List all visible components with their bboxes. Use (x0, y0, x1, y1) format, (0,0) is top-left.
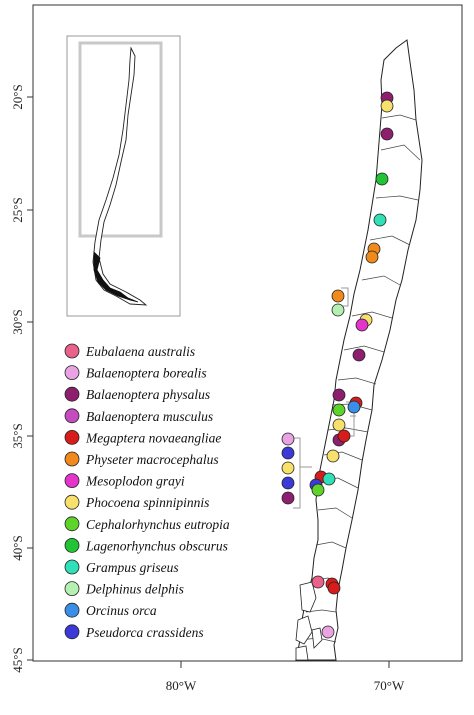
occurrence-dot (311, 483, 325, 497)
occurrence-dot (281, 491, 295, 505)
legend-label: Physeter macrocephalus (85, 452, 219, 467)
legend-swatch (64, 365, 80, 381)
occurrence-dot (373, 213, 387, 227)
occurrence-dot (331, 289, 345, 303)
inset-frame (66, 35, 181, 317)
legend-label: Phocoena spinnipinnis (85, 495, 209, 510)
inset-archipelago (93, 251, 139, 303)
inset-map (66, 35, 181, 317)
y-tick-label: 30°S (10, 309, 25, 334)
legend-label: Pseudorca crassidens (85, 625, 204, 640)
legend-swatch (64, 559, 80, 575)
legend-label: Orcinus orca (86, 603, 157, 618)
occurrence-dot (375, 172, 389, 186)
southern-islands (295, 581, 323, 661)
species-legend: Eubalaena australis Balaenoptera borealis… (64, 343, 230, 640)
legend-label: Balaenoptera physalus (86, 387, 210, 402)
occurrence-points (281, 91, 394, 639)
occurrence-dot (365, 250, 379, 264)
occurrence-dot (355, 318, 369, 332)
inset-extent-box (78, 41, 163, 238)
occurrence-dot (352, 348, 366, 362)
legend-label: Megaptera novaeangliae (85, 430, 221, 445)
legend-swatch (64, 451, 80, 467)
x-tick-label: 80°W (166, 678, 197, 693)
legend-swatch (64, 429, 80, 445)
occurrence-dot (337, 429, 351, 443)
legend-swatch (64, 624, 80, 640)
occurrence-dot (380, 127, 394, 141)
occurrence-dot (281, 461, 295, 475)
legend-label: Delphinus delphis (85, 582, 184, 597)
legend-swatch (64, 516, 80, 532)
plot-frame (32, 4, 463, 662)
occurrence-dot (326, 449, 340, 463)
legend-label: Balaenoptera musculus (86, 409, 213, 424)
occurrence-dot (332, 418, 346, 432)
legend-label: Grampus griseus (86, 560, 179, 575)
legend-label: Lagenorhynchus obscurus (85, 538, 228, 553)
y-axis: 20°S 25°S 30°S 35°S 40°S 45°S (10, 84, 33, 673)
y-tick-label: 35°S (10, 423, 25, 448)
y-tick-label: 40°S (10, 535, 25, 560)
occurrence-dot (331, 303, 345, 317)
occurrence-dot (380, 99, 394, 113)
legend-swatch (64, 538, 80, 553)
legend-label: Eubalaena australis (85, 344, 195, 359)
occurrence-dot (281, 432, 295, 446)
occurrence-dot (347, 400, 361, 414)
occurrence-dot (281, 446, 295, 460)
x-axis: 80°W 70°W (166, 661, 405, 693)
occurrence-dot (332, 388, 346, 402)
occurrence-dot (332, 403, 346, 417)
legend-label: Mesoplodon grayi (85, 474, 185, 489)
legend-swatch (64, 343, 80, 359)
legend-swatch (64, 473, 80, 489)
legend-swatch (64, 494, 80, 510)
legend-swatch (64, 602, 80, 618)
legend-swatch (64, 581, 80, 596)
y-tick-label: 20°S (10, 84, 25, 109)
occurrence-dot (281, 476, 295, 490)
occurrence-dot (322, 472, 336, 486)
legend-swatch (64, 386, 80, 402)
occurrence-dot (327, 581, 341, 595)
y-tick-label: 45°S (10, 647, 25, 672)
legend-label: Cephalorhynchus eutropia (86, 517, 230, 532)
occurrence-dot (321, 625, 335, 639)
occurrence-dot (311, 575, 325, 589)
legend-label: Balaenoptera borealis (86, 366, 207, 381)
x-tick-label: 70°W (374, 678, 405, 693)
legend-swatch (64, 408, 80, 424)
y-tick-label: 25°S (10, 197, 25, 222)
